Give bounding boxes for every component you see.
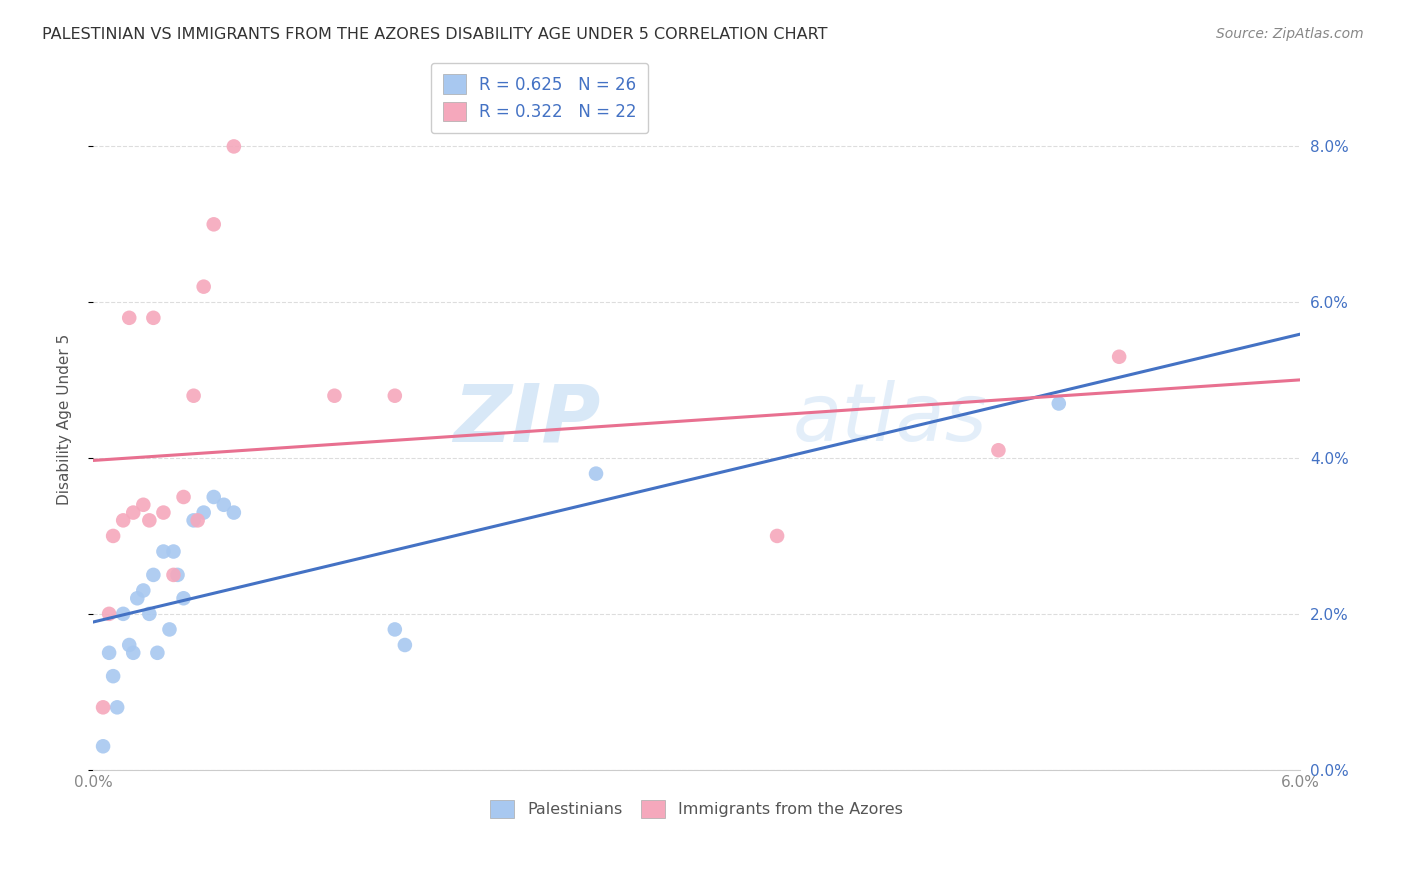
Point (766, 529, 789, 543)
Point (173, 490, 195, 504)
Legend: Palestinians, Immigrants from the Azores: Palestinians, Immigrants from the Azores (484, 794, 910, 825)
Point (91, 739, 114, 754)
Point (98, 646, 121, 660)
Point (101, 529, 124, 543)
Text: atlas: atlas (793, 380, 988, 458)
Point (222, 506, 245, 520)
Point (394, 638, 416, 652)
Point (138, 607, 160, 621)
Point (183, 389, 205, 403)
Point (152, 506, 174, 520)
Text: PALESTINIAN VS IMMIGRANTS FROM THE AZORES DISABILITY AGE UNDER 5 CORRELATION CHA: PALESTINIAN VS IMMIGRANTS FROM THE AZORE… (42, 27, 828, 42)
Point (166, 567, 188, 582)
Point (384, 389, 406, 403)
Point (585, 467, 607, 481)
Point (193, 279, 215, 293)
Point (162, 544, 184, 558)
Point (187, 513, 209, 527)
Point (222, 139, 245, 153)
Point (98, 607, 121, 621)
Point (323, 389, 346, 403)
Point (112, 607, 135, 621)
Point (193, 506, 215, 520)
Point (159, 623, 181, 637)
Point (91, 700, 114, 714)
Point (1108, 350, 1130, 364)
Point (118, 638, 141, 652)
Point (384, 623, 406, 637)
Point (987, 443, 1010, 458)
Point (132, 583, 155, 598)
Point (202, 490, 225, 504)
Point (183, 513, 205, 527)
Point (105, 700, 128, 714)
Point (101, 669, 124, 683)
Point (162, 567, 184, 582)
Point (173, 591, 195, 606)
Point (122, 506, 145, 520)
Point (1047, 396, 1070, 410)
Point (142, 567, 165, 582)
Point (152, 544, 174, 558)
Point (142, 310, 165, 325)
Point (138, 513, 160, 527)
Point (127, 591, 149, 606)
Point (112, 513, 135, 527)
Point (118, 310, 141, 325)
Point (202, 217, 225, 231)
Point (132, 498, 155, 512)
Text: Source: ZipAtlas.com: Source: ZipAtlas.com (1216, 27, 1364, 41)
Point (122, 646, 145, 660)
Y-axis label: Disability Age Under 5: Disability Age Under 5 (58, 334, 72, 505)
Point (212, 498, 235, 512)
Point (146, 646, 169, 660)
Text: ZIP: ZIP (453, 380, 600, 458)
